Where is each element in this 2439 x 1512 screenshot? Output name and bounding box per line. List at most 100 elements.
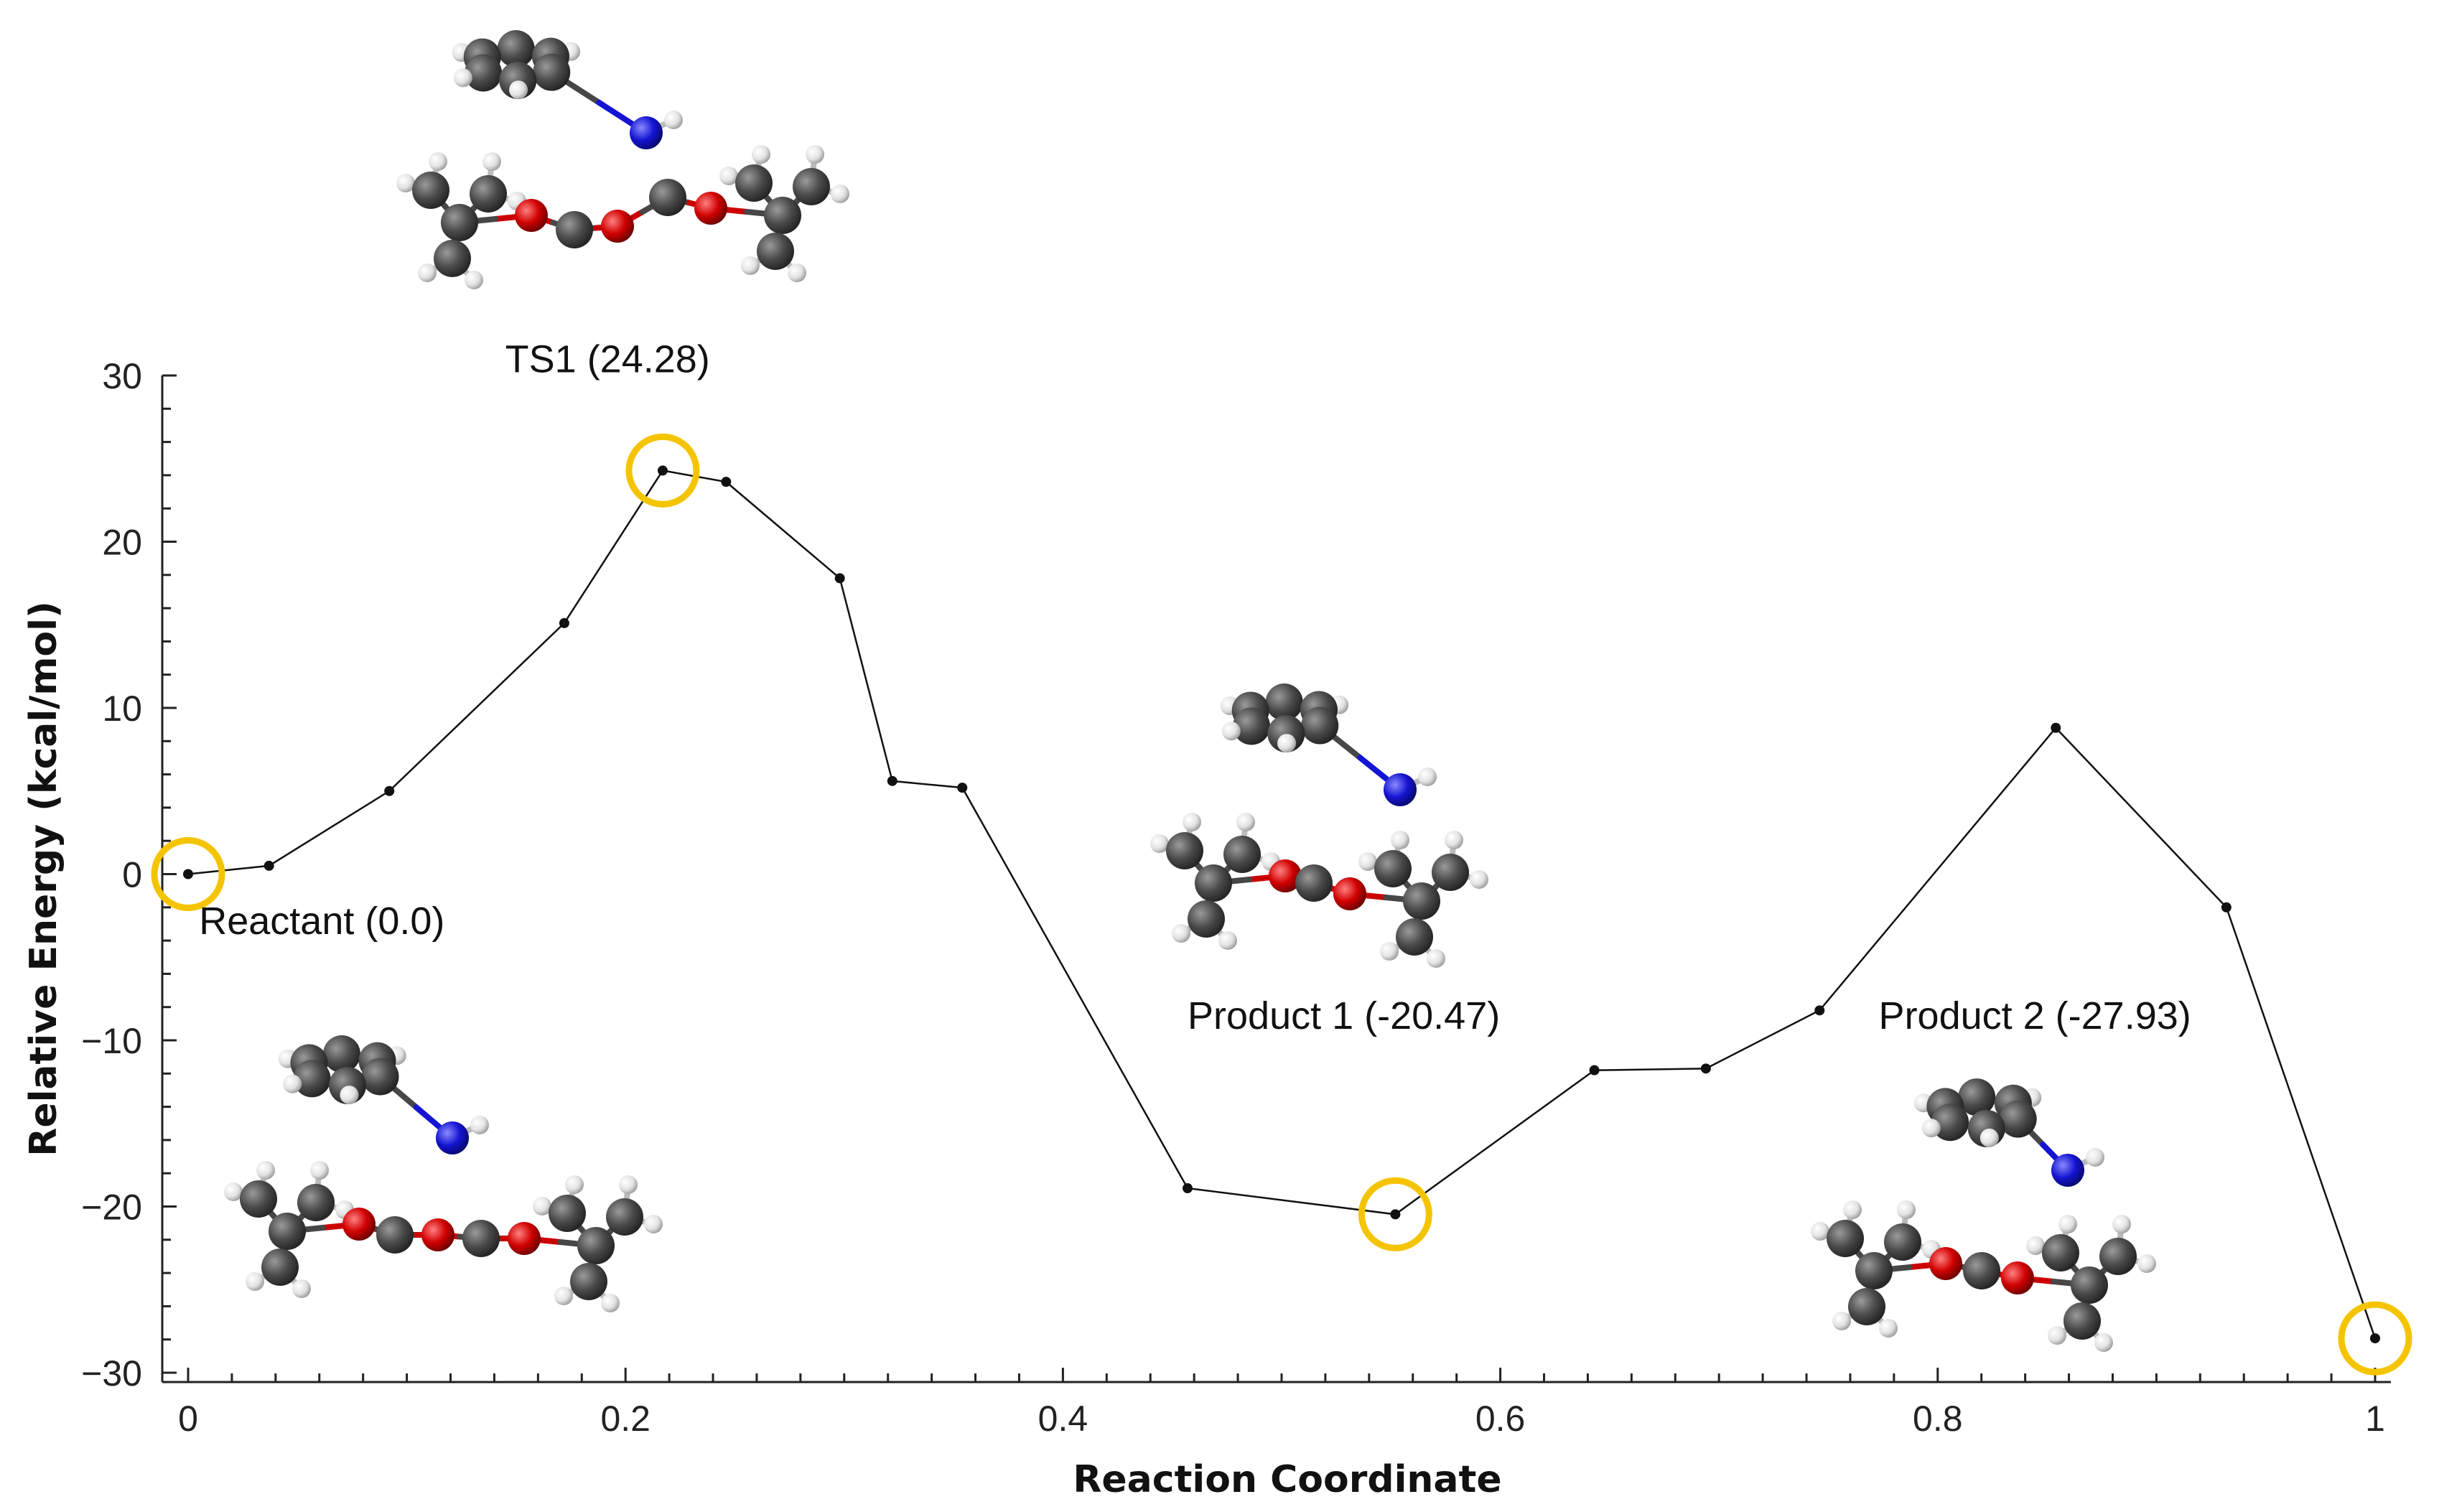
hydrogen-atom xyxy=(2048,1326,2066,1345)
oxygen-atom xyxy=(1269,859,1302,892)
data-point xyxy=(887,775,897,786)
y-tick-label: −10 xyxy=(81,1021,142,1061)
carbon-atom xyxy=(412,172,449,209)
carbon-atom xyxy=(1403,882,1440,920)
hydrogen-atom xyxy=(565,1175,584,1194)
hydrogen-atom xyxy=(1921,1119,1941,1138)
hydrogen-atom xyxy=(1380,942,1399,961)
hydrogen-atom xyxy=(741,256,760,275)
hydrogen-atom xyxy=(1879,1319,1898,1338)
hydrogen-atom xyxy=(1843,1200,1862,1219)
x-tick-label: 0.2 xyxy=(600,1399,650,1439)
oxygen-atom xyxy=(515,199,548,232)
hydrogen-atom xyxy=(340,1086,359,1105)
y-tick-label: −30 xyxy=(81,1353,142,1394)
hydrogen-atom xyxy=(2112,1215,2131,1233)
y-tick-label: 10 xyxy=(102,689,142,729)
oxygen-atom xyxy=(508,1222,541,1255)
data-point xyxy=(2051,722,2061,733)
y-axis: 30 20 10 0 −10 −20 −30 xyxy=(81,356,177,1394)
hydrogen-atom xyxy=(788,263,806,282)
highlight-ring xyxy=(2338,1301,2412,1376)
state-label: Reactant (0.0) xyxy=(199,900,444,943)
hydrogen-atom xyxy=(719,167,738,185)
data-point xyxy=(264,860,274,871)
oxygen-atom xyxy=(2001,1261,2034,1294)
carbon-atom xyxy=(1195,864,1232,902)
data-point xyxy=(183,869,193,879)
data-point xyxy=(1390,1209,1401,1220)
highlight-ring xyxy=(625,433,700,508)
data-point xyxy=(657,465,668,476)
state-label: Product 2 (-27.93) xyxy=(1879,994,2191,1037)
carbon-atom xyxy=(1855,1252,1893,1289)
data-point xyxy=(1183,1183,1193,1194)
hydrogen-atom xyxy=(1358,852,1377,871)
carbon-atom xyxy=(1223,836,1261,873)
molecule-product2-image xyxy=(1811,1078,2156,1352)
hydrogen-atom xyxy=(482,152,501,171)
carbon-atom xyxy=(1265,683,1303,722)
carbon-atom xyxy=(462,1220,500,1257)
carbon-atom xyxy=(1188,900,1225,938)
hydrogen-atom xyxy=(1150,834,1169,853)
carbon-atom xyxy=(577,1227,615,1264)
carbon-atom xyxy=(1884,1223,1921,1261)
carbon-atom xyxy=(434,240,471,277)
carbon-atom xyxy=(735,164,773,202)
hydrogen-atom xyxy=(1172,924,1190,943)
molecule-ts1-image xyxy=(396,29,849,289)
carbon-atom xyxy=(1963,1252,2000,1289)
carbon-atom xyxy=(1432,854,1469,891)
highlight-layer xyxy=(151,433,2412,1376)
carbon-atom xyxy=(441,204,478,241)
series-layer xyxy=(183,465,2380,1344)
hydrogen-atom xyxy=(1277,734,1297,753)
hydrogen-atom xyxy=(470,1116,489,1134)
hydrogen-atom xyxy=(310,1161,329,1180)
hydrogen-atom xyxy=(1391,831,1409,849)
annotation-layer: Reactant (0.0) TS1 (24.28) Product 1 (-20.… xyxy=(199,337,2191,1037)
carbon-atom xyxy=(556,211,593,248)
carbon-atom xyxy=(1295,864,1333,902)
x-tick-label: 0.6 xyxy=(1475,1399,1526,1439)
data-point xyxy=(384,785,395,796)
hydrogen-atom xyxy=(224,1182,243,1201)
carbon-atom xyxy=(1374,850,1412,887)
hydrogen-atom xyxy=(619,1175,638,1194)
hydrogen-atom xyxy=(1236,813,1255,831)
x-tick-label: 0.8 xyxy=(1913,1399,1963,1439)
oxygen-atom xyxy=(694,192,727,225)
carbon-atom xyxy=(793,168,830,205)
carbon-atom xyxy=(649,179,686,216)
hydrogen-atom xyxy=(1221,722,1241,741)
carbon-atom xyxy=(1848,1288,1885,1325)
carbon-atom xyxy=(376,1216,414,1254)
y-tick-label: 20 xyxy=(102,523,142,563)
data-point xyxy=(721,477,732,487)
carbon-atom xyxy=(570,1263,607,1300)
carbon-atom xyxy=(1958,1078,1996,1116)
carbon-atom xyxy=(2063,1302,2101,1340)
hydrogen-atom xyxy=(1832,1312,1851,1330)
data-point xyxy=(957,783,968,793)
hydrogen-atom xyxy=(554,1287,573,1305)
x-tick-label: 1 xyxy=(2365,1399,2385,1439)
hydrogen-atom xyxy=(2026,1236,2045,1255)
y-tick-label: 0 xyxy=(122,855,142,895)
carbon-atom xyxy=(1827,1220,1864,1257)
carbon-atom xyxy=(1396,918,1433,956)
x-tick-label: 0.4 xyxy=(1038,1399,1088,1439)
carbon-atom xyxy=(269,1213,306,1250)
carbon-atom xyxy=(533,53,571,91)
hydrogen-atom xyxy=(1218,931,1237,950)
data-point xyxy=(2370,1333,2380,1344)
carbon-atom xyxy=(2071,1266,2108,1304)
hydrogen-atom xyxy=(2094,1333,2113,1352)
nitrogen-atom xyxy=(2051,1154,2084,1187)
carbon-atom xyxy=(261,1249,299,1286)
hydrogen-atom xyxy=(453,68,472,88)
hydrogen-atom xyxy=(664,111,683,129)
nitrogen-atom xyxy=(630,116,663,149)
